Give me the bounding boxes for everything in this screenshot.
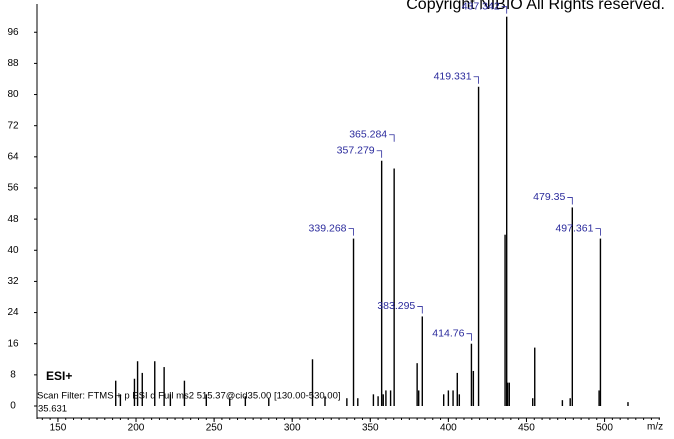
- peak: [141, 372, 143, 406]
- peak: [244, 396, 247, 406]
- peak: [136, 361, 139, 406]
- peak: [268, 398, 270, 406]
- peak-label: 437.342: [462, 0, 500, 12]
- peak: [115, 380, 117, 406]
- label-bracket: [417, 306, 423, 314]
- y-tick-label: 48: [7, 214, 19, 225]
- peak: [508, 382, 510, 406]
- peak: [447, 390, 450, 406]
- peak-label: 339.268: [309, 222, 347, 234]
- peak: [627, 402, 629, 406]
- label-bracket: [466, 333, 472, 341]
- peak: [532, 398, 534, 406]
- peak: [205, 394, 207, 406]
- peak: [416, 363, 418, 406]
- peak: [569, 398, 571, 406]
- peak-label: 365.284: [349, 129, 387, 141]
- peak: [442, 394, 445, 406]
- peak: [169, 394, 172, 406]
- peak: [382, 394, 384, 406]
- x-axis-label: m/z: [647, 422, 663, 433]
- peak: [534, 347, 536, 406]
- peak: [504, 234, 506, 406]
- x-tick-label: 450: [518, 423, 535, 434]
- label-bracket: [389, 134, 395, 142]
- y-tick-label: 8: [10, 369, 16, 380]
- peak-label: 383.295: [377, 300, 415, 312]
- y-tick-label: 56: [7, 183, 19, 194]
- retention: 35.631: [38, 404, 67, 415]
- peak: [477, 86, 480, 407]
- peak: [571, 207, 574, 406]
- x-tick-label: 350: [362, 423, 379, 434]
- peak: [470, 343, 473, 406]
- y-tick-label: 24: [7, 307, 19, 318]
- peak: [380, 160, 383, 406]
- peak: [418, 390, 420, 406]
- scan-filter: Scan Filter: FTMS + p ESI d Full ms2 515…: [37, 391, 341, 402]
- label-bracket: [473, 76, 479, 84]
- x-tick-label: 150: [50, 423, 67, 434]
- peak: [506, 382, 509, 406]
- peak: [505, 16, 508, 406]
- peak-label: 419.331: [434, 71, 472, 83]
- peak: [377, 396, 379, 406]
- y-tick-label: 96: [7, 27, 19, 38]
- peak: [458, 394, 461, 406]
- y-tick-label: 88: [7, 58, 19, 69]
- peak: [154, 361, 156, 406]
- x-tick-label: 250: [206, 423, 223, 434]
- peak: [119, 394, 122, 406]
- y-tick-label: 40: [7, 245, 19, 256]
- peak: [598, 390, 600, 406]
- label-bracket: [595, 228, 601, 236]
- peak: [163, 367, 165, 406]
- peak: [183, 380, 186, 406]
- peak: [311, 359, 314, 406]
- x-tick-label: 400: [440, 423, 457, 434]
- peak-label: 479.35: [533, 191, 565, 203]
- peak: [389, 390, 392, 406]
- peak: [372, 394, 375, 406]
- peak: [352, 238, 355, 406]
- y-tick-label: 0: [10, 401, 16, 412]
- peak: [133, 378, 136, 406]
- peak: [421, 316, 423, 406]
- peak-label: 357.279: [337, 145, 375, 157]
- peak: [346, 398, 348, 406]
- y-tick-label: 64: [7, 151, 19, 162]
- label-bracket: [567, 197, 573, 205]
- peak: [229, 398, 231, 406]
- y-tick-label: 72: [7, 120, 19, 131]
- copyright: Copyright NIBIO All Rights reserved.: [406, 0, 665, 13]
- peak: [324, 396, 326, 406]
- peak: [599, 238, 602, 406]
- x-tick-label: 500: [596, 423, 613, 434]
- peak: [393, 168, 395, 406]
- label-bracket: [348, 228, 354, 236]
- peak: [561, 400, 564, 406]
- y-tick-label: 80: [7, 89, 19, 100]
- peak-label: 414.76: [432, 327, 464, 339]
- peak: [452, 390, 454, 406]
- peak: [385, 390, 387, 406]
- ionization: ESI+: [46, 369, 72, 383]
- x-tick-label: 200: [128, 423, 145, 434]
- label-bracket: [501, 6, 508, 14]
- peak: [456, 372, 458, 406]
- y-tick-label: 16: [7, 338, 19, 349]
- peak: [472, 370, 475, 406]
- x-tick-label: 300: [284, 423, 301, 434]
- peak: [357, 398, 359, 406]
- label-bracket: [376, 150, 383, 158]
- y-tick-label: 32: [7, 276, 19, 287]
- peak-label: 497.361: [555, 222, 593, 234]
